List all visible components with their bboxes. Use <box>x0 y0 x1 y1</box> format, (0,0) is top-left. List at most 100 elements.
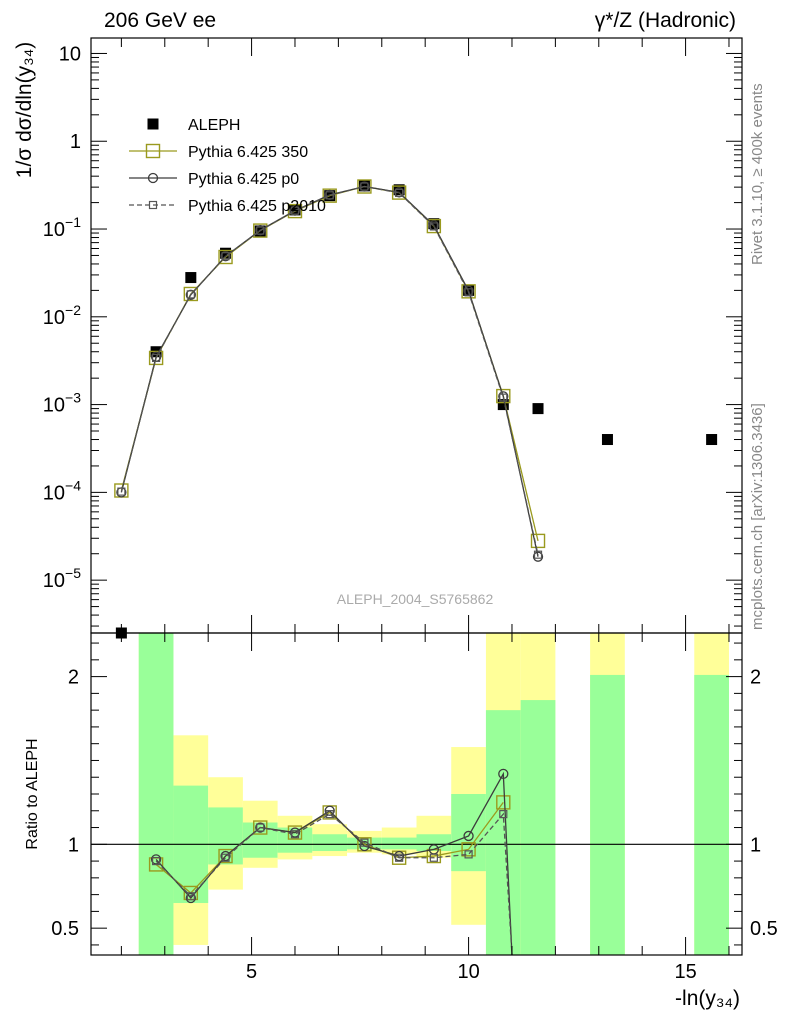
ratio-panel <box>148 768 513 956</box>
band-green-5 <box>312 834 348 852</box>
main-panel <box>114 179 718 639</box>
main-line-1 <box>120 185 539 542</box>
main-point-s3-6 <box>325 191 334 200</box>
header-left: 206 GeV ee <box>104 9 216 32</box>
band-green-12 <box>590 674 625 955</box>
band-green-13 <box>694 674 729 955</box>
main-ytick-label-6: 10−5 <box>43 565 81 592</box>
ratio-line-2 <box>155 812 513 956</box>
main-line-2 <box>120 185 539 557</box>
main-point-s0-2 <box>185 272 197 284</box>
main-point-s3-9 <box>429 222 438 231</box>
main-ytick-label-0: 10 <box>59 43 81 65</box>
ratio-xlabel: -ln(y₃₄) <box>675 987 740 1010</box>
main-point-s1-11 <box>496 388 511 404</box>
ratio-ylabel: Ratio to ALEPH <box>24 738 41 849</box>
main-point-s3-5 <box>290 206 300 215</box>
analysis-watermark: ALEPH_2004_S5765862 <box>337 591 494 607</box>
band-green-7 <box>381 837 417 850</box>
header-right: γ*/Z (Hadronic) <box>595 9 736 32</box>
main-point-s0-13 <box>601 434 613 446</box>
ratio-point-s1-4 <box>289 827 301 838</box>
ratio-line-0 <box>155 801 504 894</box>
xtick-label-1: 10 <box>457 961 479 983</box>
legend-label-3: Pythia 6.425 p2010 <box>188 198 326 215</box>
ratio-point-s2-6 <box>360 838 369 847</box>
ratio-ytick-label-left-0: 0.5 <box>51 918 79 940</box>
ratio-point-s2-3 <box>256 823 265 832</box>
band-green-8 <box>416 834 452 852</box>
main-point-s0-12 <box>532 403 544 415</box>
main-point-s3-8 <box>395 188 404 197</box>
main-point-s3-1 <box>152 353 161 363</box>
ratio-point-s2-1 <box>186 892 195 901</box>
ratio-point-s2-2 <box>221 853 230 862</box>
ratio-point-s2-4 <box>290 830 300 839</box>
main-point-s3-3 <box>221 252 230 261</box>
xtick-label-0: 5 <box>246 961 257 983</box>
legend-marker-3 <box>148 200 158 210</box>
ratio-point-s2-8 <box>429 853 438 862</box>
ratio-ytick-label-left-1: 1 <box>68 834 79 856</box>
legend-marker-0 <box>147 118 159 130</box>
main-point-s1-7 <box>357 179 372 194</box>
band-green-11 <box>520 700 556 955</box>
main-point-s2-12 <box>532 551 544 562</box>
main-point-s1-1 <box>148 350 164 366</box>
ratio-point-s2-10 <box>499 810 508 819</box>
main-ytick-label-5: 10−4 <box>43 477 81 504</box>
main-ytick-label-2: 10−1 <box>43 214 81 241</box>
main-point-s0-11 <box>497 399 509 411</box>
main-point-s3-11 <box>499 393 508 402</box>
ratio-point-s1-0 <box>150 854 162 865</box>
band-green-10 <box>485 710 521 955</box>
side-source: mcplots.cern.ch [arXiv:1306.3436] <box>749 403 766 630</box>
main-point-s0-9 <box>428 218 440 230</box>
ratio-point-s1-10 <box>498 768 509 780</box>
ratio-point-s1-9 <box>463 830 474 842</box>
main-ylabel: 1/σ dσ/dln(y₃₄) <box>13 42 36 178</box>
main-point-s2-3 <box>220 251 231 262</box>
main-point-s1-6 <box>322 188 337 203</box>
ratio-ytick-label-right-1: 1 <box>750 834 761 856</box>
ratio-ytick-label-right-0: 0.5 <box>750 918 778 940</box>
legend-label-0: ALEPH <box>188 117 240 134</box>
main-point-s2-4 <box>255 225 266 236</box>
main-point-s3-12 <box>533 550 543 559</box>
ratio-uncertainty-bands <box>91 633 742 955</box>
ratio-point-s1-2 <box>220 850 231 862</box>
ratio-point-s1-6 <box>359 840 370 852</box>
ratio-point-s0-10 <box>496 795 511 810</box>
main-point-s1-8 <box>391 185 407 200</box>
main-point-s2-5 <box>289 205 301 216</box>
main-point-s1-4 <box>253 223 268 238</box>
ratio-ytick-label-right-2: 2 <box>750 667 761 689</box>
main-point-s3-7 <box>360 182 369 191</box>
ratio-point-s1-5 <box>324 805 335 816</box>
main-point-s2-7 <box>359 181 370 192</box>
ratio-point-s0-9 <box>461 842 476 857</box>
main-ytick-label-4: 10−3 <box>43 390 81 417</box>
ratio-ytick-label-left-2: 2 <box>68 667 79 689</box>
main-point-s1-9 <box>426 218 442 234</box>
main-point-s0-14 <box>706 434 718 446</box>
main-point-s1-3 <box>218 249 233 265</box>
ratio-point-s1-1 <box>185 892 196 904</box>
legend-label-2: Pythia 6.425 p0 <box>188 171 299 188</box>
xtick-label-2: 15 <box>674 961 696 983</box>
ratio-point-s0-3 <box>253 820 268 835</box>
side-rivet: Rivet 3.1.10, ≥ 400k events <box>749 83 766 265</box>
axes: 10 1 10−1 10−2 10−3 10−4 10−5 0.5 0.5 1 1 2 2 5 10 15 1/… <box>13 37 778 1010</box>
main-point-s3-0 <box>117 487 126 496</box>
main-point-s1-12 <box>530 533 546 549</box>
main-ytick-label-3: 10−2 <box>43 302 81 329</box>
main-ytick-label-1: 1 <box>70 131 81 153</box>
main-line-3 <box>120 185 539 555</box>
band-green-0 <box>138 633 174 955</box>
legend-marker-1 <box>145 143 161 159</box>
main-point-s1-10 <box>461 284 476 299</box>
main-point-s3-10 <box>464 288 473 297</box>
ratio-point-s2-7 <box>395 853 404 862</box>
ratio-line-1 <box>155 771 513 956</box>
